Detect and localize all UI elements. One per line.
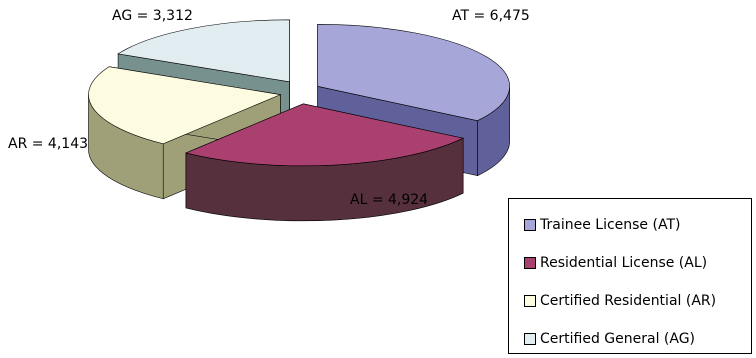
legend-swatch-ag [524, 333, 536, 345]
legend-label-al: Residential License (AL) [540, 255, 708, 271]
data-label-ag: AG = 3,312 [112, 8, 193, 24]
legend-item-at: Trainee License (AT) [524, 217, 680, 233]
pie-slice-al [185, 103, 465, 222]
legend-item-al: Residential License (AL) [524, 255, 707, 271]
chart-legend: Trainee License (AT) Residential License… [508, 198, 752, 354]
pie-slice-at-top [317, 24, 510, 121]
pie-slice-ar-top [88, 66, 282, 145]
pie-slice-ag-top [117, 19, 290, 83]
legend-item-ar: Certified Residential (AR) [524, 293, 716, 309]
data-label-al: AL = 4,924 [350, 192, 429, 208]
data-label-at: AT = 6,475 [452, 8, 530, 24]
pie-slice-al-top [185, 103, 465, 167]
legend-label-ag: Certified General (AG) [540, 331, 696, 347]
legend-item-ag: Certified General (AG) [524, 331, 695, 347]
legend-label-ar: Certified Residential (AR) [540, 293, 717, 309]
legend-swatch-ar [524, 295, 536, 307]
legend-label-at: Trainee License (AT) [540, 217, 681, 233]
legend-swatch-al [524, 257, 536, 269]
legend-swatch-at [524, 219, 536, 231]
data-label-ar: AR = 4,143 [8, 136, 89, 152]
